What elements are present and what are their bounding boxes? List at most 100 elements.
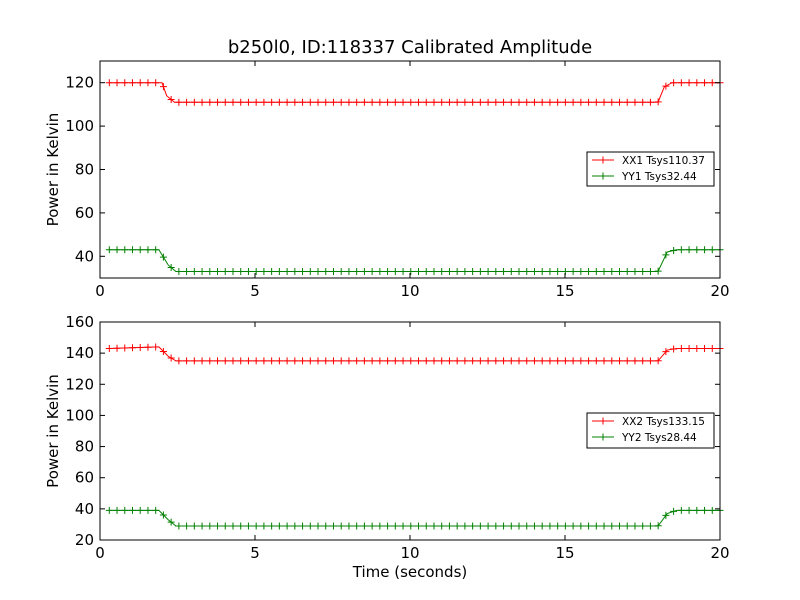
data-marker xyxy=(322,522,330,530)
data-marker xyxy=(159,511,167,519)
data-marker xyxy=(221,522,229,530)
x-tick-label: 15 xyxy=(555,282,574,300)
data-marker xyxy=(654,98,662,106)
data-marker xyxy=(399,522,407,530)
data-marker xyxy=(708,344,716,352)
data-marker xyxy=(639,267,647,275)
data-marker xyxy=(546,357,554,365)
data-marker xyxy=(662,348,670,356)
data-marker xyxy=(646,357,654,365)
data-marker xyxy=(144,506,152,514)
data-marker xyxy=(244,522,252,530)
data-marker xyxy=(701,344,709,352)
data-marker xyxy=(252,267,260,275)
data-marker xyxy=(183,267,191,275)
data-marker xyxy=(469,98,477,106)
data-marker xyxy=(299,267,307,275)
data-marker xyxy=(577,98,585,106)
data-marker xyxy=(701,506,709,514)
data-marker xyxy=(105,246,113,254)
data-marker xyxy=(469,357,477,365)
data-marker xyxy=(268,522,276,530)
data-marker xyxy=(268,357,276,365)
data-marker xyxy=(136,79,144,87)
data-marker xyxy=(206,267,214,275)
data-marker xyxy=(500,357,508,365)
x-tick-label: 15 xyxy=(555,544,574,562)
data-marker xyxy=(105,344,113,352)
data-marker xyxy=(159,83,167,91)
series-line-1 xyxy=(109,346,720,362)
data-marker xyxy=(306,267,314,275)
data-marker xyxy=(500,98,508,106)
data-marker xyxy=(616,98,624,106)
data-marker xyxy=(523,357,531,365)
data-marker xyxy=(329,267,337,275)
data-marker xyxy=(461,98,469,106)
x-tick-label: 5 xyxy=(250,544,260,562)
data-marker xyxy=(399,357,407,365)
data-marker xyxy=(206,357,214,365)
data-marker xyxy=(136,506,144,514)
data-marker xyxy=(623,267,631,275)
data-marker xyxy=(445,267,453,275)
data-marker xyxy=(585,357,593,365)
legend-swatch-marker xyxy=(599,433,607,441)
data-marker xyxy=(662,82,670,90)
data-marker xyxy=(237,357,245,365)
legend: XX2 Tsys133.15 YY2 Tsys28.44 xyxy=(586,412,715,449)
data-marker xyxy=(484,98,492,106)
data-marker xyxy=(500,267,508,275)
data-marker xyxy=(198,522,206,530)
data-marker xyxy=(445,357,453,365)
data-marker xyxy=(329,522,337,530)
data-marker xyxy=(221,357,229,365)
data-marker xyxy=(152,343,160,351)
data-marker xyxy=(600,267,608,275)
data-marker xyxy=(283,357,291,365)
data-marker xyxy=(631,98,639,106)
legend-box xyxy=(586,412,715,449)
data-marker xyxy=(445,98,453,106)
y-tick-label: 140 xyxy=(65,344,94,362)
data-marker xyxy=(507,357,515,365)
top-chart: 0 5 10 15 20 40 60 80 100 120 Power in Kelvin XX1 T… xyxy=(44,60,730,300)
data-marker xyxy=(121,344,129,352)
data-marker xyxy=(237,522,245,530)
data-marker xyxy=(121,506,129,514)
data-marker xyxy=(646,98,654,106)
data-marker xyxy=(407,357,415,365)
data-marker xyxy=(368,98,376,106)
data-marker xyxy=(368,267,376,275)
data-marker xyxy=(268,267,276,275)
data-marker xyxy=(384,98,392,106)
data-marker xyxy=(175,522,183,530)
data-marker xyxy=(515,357,523,365)
data-marker xyxy=(708,246,716,254)
data-marker xyxy=(530,357,538,365)
x-tick-label: 0 xyxy=(95,544,105,562)
data-marker xyxy=(677,79,685,87)
data-marker xyxy=(144,79,152,87)
data-marker xyxy=(492,267,500,275)
data-marker xyxy=(360,522,368,530)
data-marker xyxy=(515,522,523,530)
data-marker xyxy=(484,267,492,275)
data-marker xyxy=(337,357,345,365)
data-marker xyxy=(530,267,538,275)
data-marker xyxy=(693,246,701,254)
data-marker xyxy=(407,522,415,530)
data-marker xyxy=(422,357,430,365)
data-marker xyxy=(453,267,461,275)
data-marker xyxy=(105,506,113,514)
data-marker xyxy=(569,267,577,275)
data-marker xyxy=(384,522,392,530)
data-marker xyxy=(484,522,492,530)
data-marker xyxy=(384,357,392,365)
data-marker xyxy=(144,246,152,254)
series-markers-1 xyxy=(105,79,724,106)
y-axis-label: Power in Kelvin xyxy=(44,374,62,488)
data-marker xyxy=(152,246,160,254)
data-marker xyxy=(685,344,693,352)
